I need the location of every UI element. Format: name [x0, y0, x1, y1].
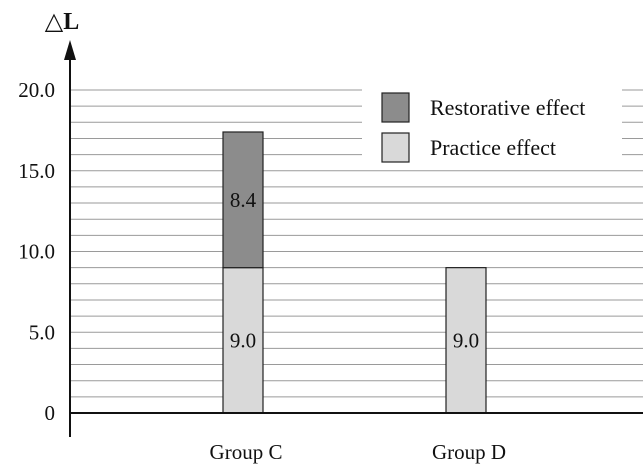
- bar-segment: [445, 267, 487, 414]
- legend-label: Restorative effect: [430, 95, 585, 120]
- gridlines: [70, 89, 643, 398]
- y-axis-arrow-icon: [64, 40, 76, 60]
- legend: Restorative effect Practice effect: [362, 88, 622, 168]
- y-tick-label: 5.0: [29, 320, 55, 344]
- legend-swatch: [381, 92, 410, 123]
- bar-segment: [222, 131, 264, 269]
- bars: 9.0 8.4 9.0: [222, 131, 487, 414]
- bar-segment: [222, 267, 264, 414]
- y-tick-label: 10.0: [18, 240, 55, 264]
- y-tick-label: 15.0: [18, 159, 55, 183]
- y-tick-label: 20.0: [18, 78, 55, 102]
- legend-label: Practice effect: [430, 135, 556, 160]
- legend-swatch: [381, 132, 410, 163]
- x-tick-label: Group C: [210, 440, 283, 464]
- data-label: 9.0: [453, 328, 479, 352]
- axes: Group C Group D 0 5.0 10.0 15.0 20.0 △L: [18, 9, 643, 464]
- y-tick-label: 0: [45, 401, 56, 425]
- data-label: 9.0: [230, 328, 256, 352]
- y-axis-title: △L: [45, 9, 79, 35]
- x-tick-label: Group D: [432, 440, 506, 464]
- data-label: 8.4: [230, 188, 257, 212]
